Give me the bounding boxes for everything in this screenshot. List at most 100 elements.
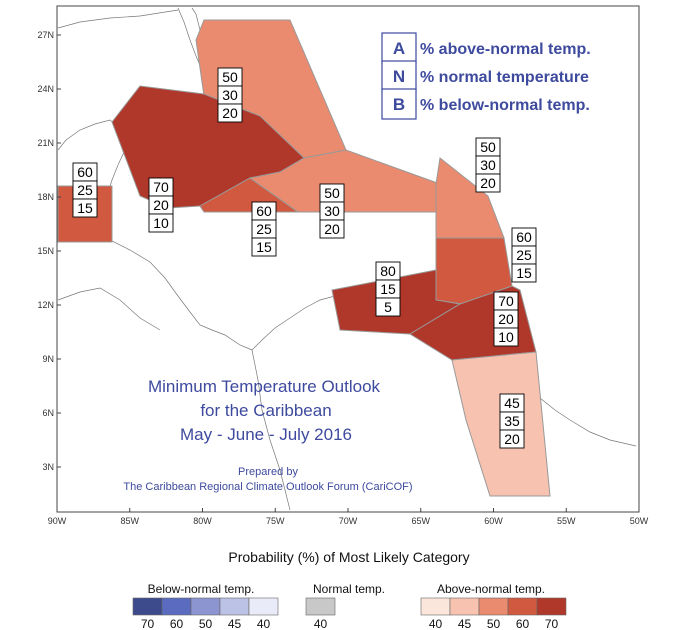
longitude-label: 80W	[193, 516, 212, 526]
prob-value-trinidad-tobago: 70	[498, 293, 514, 309]
prob-value-leeward-islands: 20	[480, 175, 496, 191]
map-title-line-1: Minimum Temperature Outlook	[148, 377, 381, 396]
prepared-by: Prepared by The Caribbean Regional Clima…	[123, 466, 412, 493]
legend-swatch-label: 60	[170, 617, 184, 630]
prob-value-leeward-islands: 30	[480, 157, 496, 173]
prob-box-leeward-islands	[475, 173, 501, 193]
legend-swatch-label: 70	[545, 617, 559, 630]
prob-value-trinidad-tobago: 20	[498, 311, 514, 327]
latitude-label: 18N	[37, 192, 54, 202]
prob-value-cuba-cayman: 10	[153, 215, 169, 231]
prob-box-bahamas	[217, 103, 243, 123]
latitude-label: 24N	[37, 84, 54, 94]
prob-box-jamaica	[251, 237, 277, 257]
prob-value-cuba-cayman: 20	[153, 197, 169, 213]
legend-swatch-label: 40	[314, 617, 328, 630]
legend-swatch	[449, 597, 480, 616]
prob-value-hispaniola-pr: 50	[324, 185, 340, 201]
key-text-a: % above-normal temp.	[420, 41, 591, 58]
latitude-label: 3N	[42, 462, 54, 472]
legend-swatch-label: 40	[429, 617, 443, 630]
prob-value-abc-islands: 80	[380, 263, 396, 279]
longitude-label: 85W	[120, 516, 139, 526]
prob-value-windward-islands: 15	[516, 265, 532, 281]
longitude-label: 60W	[484, 516, 503, 526]
probability-boxes: 5030206025157020106025155030205030206025…	[72, 67, 537, 449]
legend-swatch	[248, 597, 279, 616]
prob-value-belize: 60	[77, 164, 93, 180]
prob-box-cuba-cayman	[148, 213, 174, 233]
key-letter-a: A	[393, 39, 405, 58]
legend-group-title: Below-normal temp.	[148, 582, 255, 596]
legend-swatch-label: 45	[228, 617, 242, 630]
longitude-label: 70W	[339, 516, 358, 526]
key-box-n	[381, 60, 417, 92]
longitude-labels: 90W 85W 80W 75W 70W 65W 60W 55W 50W	[48, 508, 649, 526]
legend-swatch	[478, 597, 509, 616]
prob-value-bahamas: 50	[222, 69, 238, 85]
legend-swatch	[536, 597, 567, 616]
legend-title: Probability (%) of Most Likely Category	[228, 549, 469, 565]
category-key: A N B % above-normal temp. % normal temp…	[381, 32, 591, 120]
prob-box-belize	[72, 198, 98, 218]
legend-swatch	[132, 597, 163, 616]
prob-box-guianas	[499, 429, 525, 449]
longitude-label: 75W	[266, 516, 285, 526]
legend-swatch	[305, 597, 336, 616]
longitude-label: 55W	[557, 516, 576, 526]
prob-value-guianas: 20	[504, 431, 520, 447]
prepared-by-line-2: The Caribbean Regional Climate Outlook F…	[123, 481, 412, 493]
prob-value-hispaniola-pr: 30	[324, 203, 340, 219]
legend-swatch	[420, 597, 451, 616]
prepared-by-line-1: Prepared by	[238, 466, 298, 478]
key-box-b	[381, 88, 417, 120]
legend-swatch-label: 40	[257, 617, 271, 630]
legend-swatch-label: 45	[458, 617, 472, 630]
prob-value-trinidad-tobago: 10	[498, 329, 514, 345]
longitude-label: 90W	[48, 516, 67, 526]
latitude-label: 6N	[42, 408, 54, 418]
prob-value-bahamas: 20	[222, 105, 238, 121]
key-letter-n: N	[393, 67, 405, 86]
latitude-label: 27N	[37, 30, 54, 40]
prob-box-abc-islands	[375, 297, 401, 317]
prob-value-jamaica: 25	[256, 221, 272, 237]
prob-value-abc-islands: 15	[380, 281, 396, 297]
prob-value-bahamas: 30	[222, 87, 238, 103]
legend: Below-normal temp. 70 60 50 45 40 Normal temp.…	[132, 582, 567, 630]
latitude-label: 12N	[37, 300, 54, 310]
prob-value-cuba-cayman: 70	[153, 179, 169, 195]
prob-value-leeward-islands: 50	[480, 139, 496, 155]
legend-swatch	[219, 597, 250, 616]
latitude-label: 9N	[42, 354, 54, 364]
key-letter-b: B	[393, 95, 405, 114]
prob-value-belize: 25	[77, 182, 93, 198]
prob-value-jamaica: 15	[256, 239, 272, 255]
legend-swatch	[190, 597, 221, 616]
prob-value-guianas: 35	[504, 413, 520, 429]
prob-value-abc-islands: 5	[384, 299, 392, 315]
legend-swatch	[507, 597, 538, 616]
key-text-n: % normal temperature	[420, 69, 589, 86]
longitude-label: 50W	[630, 516, 649, 526]
prob-value-hispaniola-pr: 20	[324, 221, 340, 237]
prob-box-trinidad-tobago	[493, 327, 519, 347]
prob-value-windward-islands: 60	[516, 229, 532, 245]
prob-value-belize: 15	[77, 200, 93, 216]
map-title: Minimum Temperature Outlook for the Cari…	[148, 377, 381, 444]
latitude-label: 21N	[37, 138, 54, 148]
key-text-b: % below-normal temp.	[420, 97, 590, 114]
longitude-label: 65W	[411, 516, 430, 526]
legend-swatch-label: 50	[487, 617, 501, 630]
legend-swatch-label: 50	[199, 617, 213, 630]
prob-value-jamaica: 60	[256, 203, 272, 219]
key-box-a	[381, 32, 417, 64]
latitude-labels: 3N 6N 9N 12N 15N 18N 21N 24N 27N	[37, 30, 61, 472]
legend-swatch	[161, 597, 192, 616]
prob-value-windward-islands: 25	[516, 247, 532, 263]
legend-group-title: Normal temp.	[313, 582, 385, 596]
latitude-label: 15N	[37, 246, 54, 256]
map-title-line-3: May - June - July 2016	[180, 425, 352, 444]
legend-swatch-label: 70	[141, 617, 155, 630]
